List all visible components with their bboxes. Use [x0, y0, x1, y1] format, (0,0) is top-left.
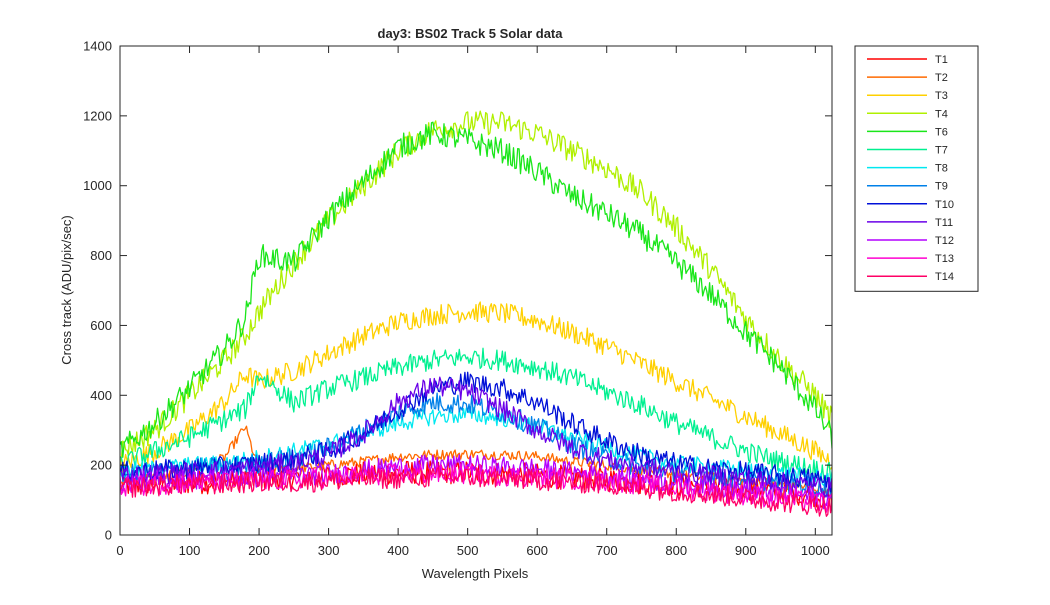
y-tick-label: 1400	[83, 39, 112, 54]
legend-label-t8: T8	[935, 163, 948, 175]
series-line-t6	[120, 121, 832, 458]
x-tick-label: 900	[735, 543, 757, 558]
x-tick-label: 100	[179, 543, 201, 558]
legend-label-t2: T2	[935, 72, 948, 84]
legend-box	[854, 45, 979, 292]
x-tick-label: 500	[457, 543, 479, 558]
y-tick-label: 200	[90, 458, 112, 473]
legend-label-t12: T12	[935, 235, 954, 247]
axes-box	[119, 45, 833, 536]
y-tick-label: 1000	[83, 178, 112, 193]
y-tick-label: 400	[90, 388, 112, 403]
legend-label-t7: T7	[935, 145, 948, 157]
y-tick-label: 800	[90, 248, 112, 263]
legend-label-t10: T10	[935, 199, 954, 211]
legend-label-t9: T9	[935, 181, 948, 193]
x-tick-label: 600	[526, 543, 548, 558]
x-tick-label: 400	[387, 543, 409, 558]
x-axis-label: Wavelength Pixels	[422, 566, 529, 581]
chart-title: day3: BS02 Track 5 Solar data	[378, 26, 564, 41]
x-tick-label: 300	[318, 543, 340, 558]
x-tick-label: 200	[248, 543, 270, 558]
legend-label-t14: T14	[935, 271, 954, 283]
plot-area	[120, 46, 832, 535]
x-tick-label: 700	[596, 543, 618, 558]
legend: T1 T2 T3 T4 T6 T7 T8 T9 T10 T11 T12 T13 T14	[854, 45, 979, 292]
y-tick-label: 0	[105, 528, 112, 543]
y-tick-label: 1200	[83, 108, 112, 123]
legend-label-t11: T11	[935, 217, 953, 229]
legend-label-t1: T1	[935, 54, 948, 66]
series-line-t7	[120, 347, 832, 482]
series-line-t11	[120, 376, 832, 498]
x-tick-label: 0	[116, 543, 123, 558]
x-tick-label: 1000	[801, 543, 830, 558]
series-line-t14	[120, 466, 832, 517]
legend-label-t6: T6	[935, 126, 948, 138]
legend-label-t13: T13	[935, 253, 954, 265]
series-line-t3	[120, 301, 832, 473]
legend-label-t4: T4	[935, 108, 948, 120]
series-line-t4	[120, 110, 832, 463]
x-tick-label: 800	[665, 543, 687, 558]
y-axis-label: Cross track (ADU/pix/sec)	[59, 215, 74, 365]
y-tick-label: 600	[90, 318, 112, 333]
legend-label-t3: T3	[935, 90, 948, 102]
axes: 0 100 200 300 400 500 600 700 800 900 1000 0 200 400 6…	[83, 39, 833, 558]
series-line-t2	[120, 425, 832, 497]
